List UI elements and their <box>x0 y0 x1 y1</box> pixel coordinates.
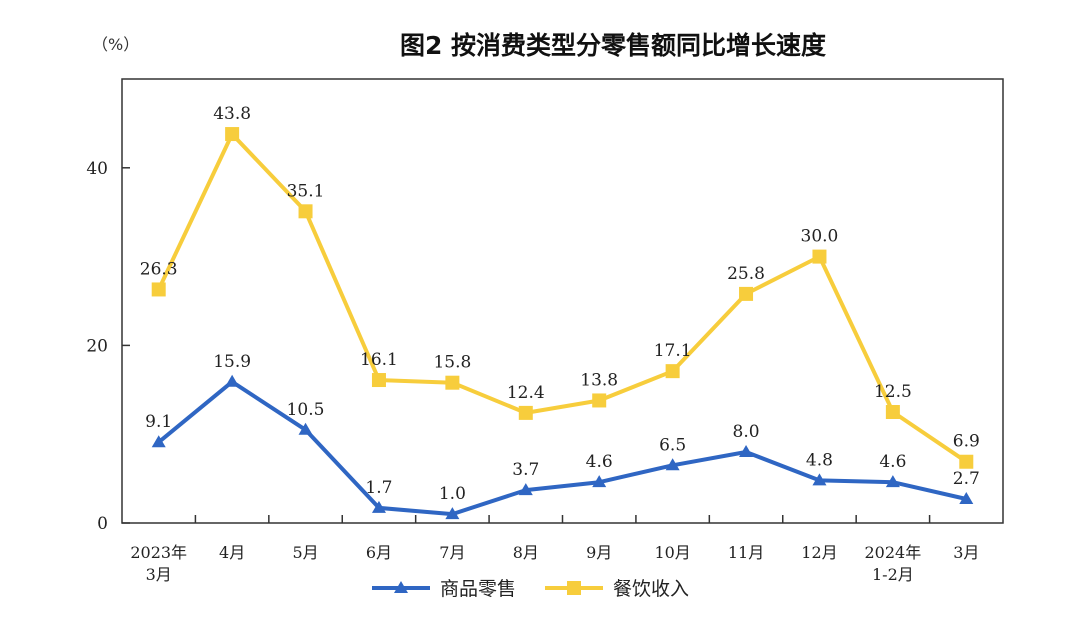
data-point-catering <box>371 373 386 388</box>
data-point-retail <box>739 444 754 457</box>
data-point-catering <box>518 405 533 420</box>
data-label: 13.8 <box>580 370 618 390</box>
data-point-catering <box>812 249 827 264</box>
x-tick-label: 6月 <box>366 543 392 562</box>
data-point-retail <box>445 507 460 520</box>
data-label: 17.1 <box>654 341 692 361</box>
data-label: 6.5 <box>659 435 686 455</box>
legend-label-catering: 餐饮收入 <box>613 578 689 600</box>
x-tick-label: 4月 <box>219 543 245 562</box>
data-label: 26.3 <box>140 259 178 279</box>
data-label: 15.9 <box>213 352 251 372</box>
data-label: 1.7 <box>365 478 392 498</box>
data-point-retail <box>592 475 607 488</box>
data-label: 9.1 <box>145 412 172 432</box>
data-label: 8.0 <box>733 422 760 442</box>
legend-marker-square <box>567 581 581 595</box>
data-label: 4.6 <box>879 452 906 472</box>
data-point-retail <box>225 374 240 387</box>
y-tick-label: 20 <box>86 336 108 356</box>
data-label: 6.9 <box>953 432 980 452</box>
x-tick-label: 9月 <box>586 543 612 562</box>
x-tick-label: 5月 <box>292 543 318 562</box>
y-axis-unit: （%） <box>92 35 139 54</box>
data-point-catering <box>959 454 974 469</box>
series-line-retail <box>157 379 967 517</box>
data-label: 43.8 <box>213 104 251 124</box>
data-point-catering <box>665 364 680 379</box>
data-label: 35.1 <box>287 181 325 201</box>
y-tick-label: 40 <box>86 159 108 179</box>
data-label: 12.5 <box>874 382 912 402</box>
data-label: 2.7 <box>953 469 980 489</box>
x-tick-label: 2023年 3月 <box>130 543 187 584</box>
data-point-retail <box>885 475 900 488</box>
data-point-retail <box>812 473 827 486</box>
plot-frame <box>121 78 1004 524</box>
data-labels: 9.1 15.9 10.5 1.7 1.0 3.7 4.6 6.5 8.0 4.8 4.6 2.7 26… <box>140 104 980 504</box>
x-tick-label: 7月 <box>439 543 465 562</box>
x-tick-label: 12月 <box>801 543 837 562</box>
data-point-catering <box>151 282 166 297</box>
data-point-retail <box>298 422 313 435</box>
data-label: 1.0 <box>439 484 466 504</box>
data-label: 12.4 <box>507 383 545 403</box>
y-axis: 0 20 40 <box>86 159 130 534</box>
data-point-retail <box>518 483 533 496</box>
data-point-catering <box>298 204 313 219</box>
legend-item-catering: 餐饮收入 <box>545 578 689 600</box>
legend-label-retail: 商品零售 <box>440 578 516 600</box>
data-point-retail <box>959 492 974 505</box>
data-label: 30.0 <box>801 227 839 247</box>
legend-marker-triangle <box>394 581 408 593</box>
data-label: 4.8 <box>806 450 833 470</box>
data-point-catering <box>225 127 240 142</box>
data-point-retail <box>151 435 166 448</box>
legend-item-retail: 商品零售 <box>372 578 516 600</box>
data-point-catering <box>445 375 460 390</box>
data-label: 25.8 <box>727 264 765 284</box>
data-point-catering <box>592 393 607 408</box>
x-tick-label: 3月 <box>953 543 979 562</box>
x-tick-label: 2024年 1-2月 <box>865 543 922 584</box>
data-point-retail <box>371 500 386 513</box>
data-label: 3.7 <box>512 460 539 480</box>
data-point-catering <box>739 286 754 301</box>
series-layer <box>151 127 974 520</box>
x-tick-label: 11月 <box>728 543 764 562</box>
data-label: 16.1 <box>360 350 398 370</box>
data-label: 15.8 <box>433 353 471 373</box>
data-point-retail <box>665 458 680 471</box>
data-point-catering <box>885 405 900 419</box>
x-tick-label: 10月 <box>654 543 690 562</box>
y-tick-label: 0 <box>97 514 108 534</box>
series-line-catering <box>156 132 968 464</box>
legend: 商品零售 餐饮收入 <box>372 578 689 600</box>
x-axis: 2023年 3月 4月 5月 6月 7月 8月 9月 10月 11月 12月 2024年 1-2月 3月 <box>130 515 979 584</box>
data-label: 10.5 <box>287 400 325 420</box>
chart-title: 图2 按消费类型分零售额同比增长速度 <box>400 31 826 60</box>
data-label: 4.6 <box>586 452 613 472</box>
x-tick-label: 8月 <box>513 543 539 562</box>
